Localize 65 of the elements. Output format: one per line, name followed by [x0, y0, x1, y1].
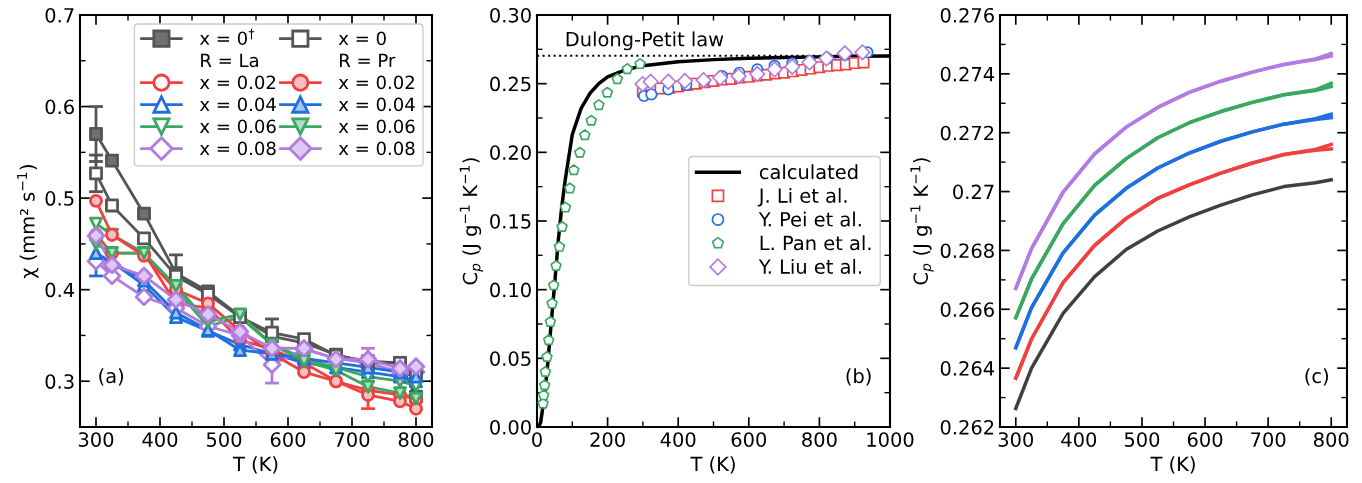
- x-tick-label: 800: [1313, 432, 1349, 447]
- x-axis-title: T (K): [690, 456, 735, 474]
- legend-label: x = 0.06: [199, 119, 276, 134]
- y-tick-label: 0.25: [490, 76, 531, 92]
- x-tick-label: 300: [998, 432, 1034, 447]
- y-tick-label: 0.27: [953, 184, 994, 200]
- annotation: R = La: [201, 53, 259, 68]
- legend-label: L. Pan et al.: [760, 235, 871, 251]
- y-tick-label: 0.276: [940, 7, 994, 23]
- y-tick-label: 0.268: [940, 243, 994, 259]
- y-tick-label: 0.272: [940, 125, 994, 141]
- ref-line-label: Dulong-Petit law: [566, 31, 724, 51]
- x-axis-title: T (K): [232, 456, 278, 474]
- y-tick-label: 0.15: [490, 213, 531, 229]
- y-tick-label: 0.264: [940, 361, 995, 376]
- x-tick-label: 1000: [867, 432, 914, 447]
- y-tick-label: 0.05: [490, 351, 531, 366]
- x-axis-title: T (K): [1150, 456, 1195, 474]
- y-axis-title: C$_{p}$ (J g$^{−1}$ K$^{−1}$): [459, 158, 484, 285]
- x-tick-label: 600: [731, 432, 767, 447]
- x-tick-label: 200: [590, 432, 625, 447]
- legend-label: x = 0.08: [338, 141, 415, 156]
- y-tick-label: 0.262: [940, 419, 994, 435]
- y-tick-label: 0.20: [490, 145, 531, 160]
- x-tick-label: 600: [1187, 432, 1223, 447]
- y-tick-label: 0.274: [940, 66, 995, 82]
- legend-label: Y. Liu et al.: [758, 258, 861, 274]
- legend-label: calculated: [759, 164, 858, 180]
- annotation: (a): [99, 368, 124, 386]
- y-tick-label: 0.10: [490, 282, 531, 298]
- y-tick-label: 0.4: [45, 282, 75, 298]
- x-tick-label: 0: [532, 432, 542, 447]
- x-tick-label: 600: [270, 432, 306, 447]
- x-tick-label: 300: [78, 432, 114, 447]
- y-tick-label: 0.6: [45, 99, 74, 115]
- x-tick-label: 700: [335, 432, 370, 447]
- legend-label: x = 0$^{†}$: [199, 28, 255, 46]
- legend-label: Y. Pei et al.: [758, 211, 861, 227]
- x-tick-label: 400: [142, 432, 178, 447]
- legend-label: x = 0.06: [338, 119, 415, 134]
- annotation: R = Pr: [340, 53, 396, 67]
- y-tick-label: 0.5: [45, 191, 74, 206]
- x-tick-label: 400: [1061, 432, 1097, 447]
- x-tick-label: 500: [1124, 432, 1160, 447]
- x-tick-label: 800: [802, 432, 837, 447]
- x-tick-label: 800: [398, 432, 434, 447]
- x-tick-label: 700: [1251, 432, 1286, 447]
- legend-label: x = 0.08: [199, 141, 276, 156]
- legend-label: J. Li et al.: [757, 187, 847, 207]
- y-axis-title: χ (mm² s$^{−1}$): [17, 165, 39, 279]
- y-tick-label: 0.7: [45, 7, 74, 23]
- legend-label: x = 0.04: [338, 97, 415, 112]
- annotation: (b): [846, 368, 871, 386]
- x-tick-label: 500: [206, 432, 242, 447]
- legend-label: x = 0.02: [199, 75, 276, 90]
- legend-label: x = 0.04: [199, 97, 276, 112]
- y-tick-label: 0.30: [490, 7, 531, 23]
- y-tick-label: 0.00: [490, 419, 531, 435]
- annotation: (c): [1305, 368, 1328, 386]
- legend-label: x = 0.02: [338, 75, 414, 90]
- y-axis-title: C$_{p}$ (J g$^{−1}$ K$^{−1}$): [910, 158, 934, 285]
- x-tick-label: 400: [660, 432, 696, 447]
- legend-label: x = 0: [338, 31, 386, 46]
- y-tick-label: 0.266: [940, 302, 994, 317]
- y-tick-label: 0.3: [45, 374, 74, 389]
